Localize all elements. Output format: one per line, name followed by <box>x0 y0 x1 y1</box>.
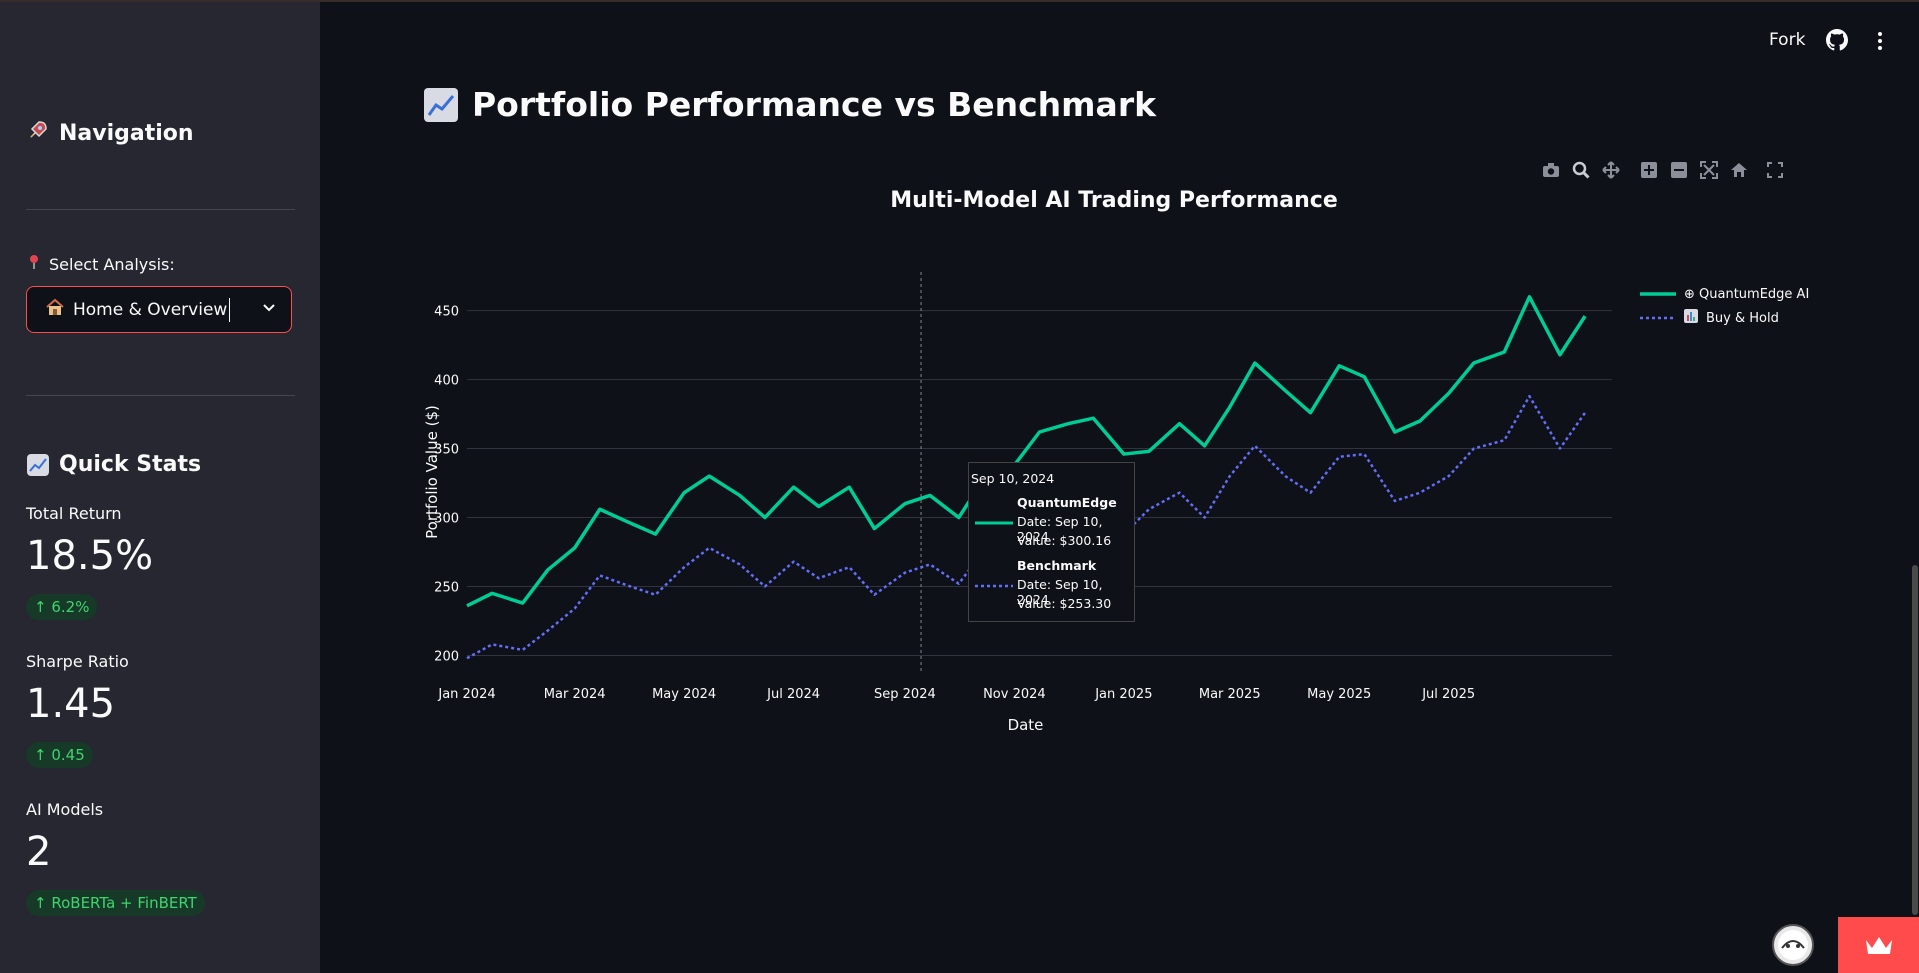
analysis-select[interactable]: Home & Overview <box>26 286 292 333</box>
metric-delta: 0.45 <box>51 746 85 764</box>
y-axis-label: Portfolio Value ($) <box>423 405 441 539</box>
quick-stats-heading: Quick Stats <box>27 452 201 477</box>
tooltip-value-line: Value: $300.16 <box>1017 533 1112 548</box>
x-tick-label: May 2025 <box>1307 687 1371 702</box>
streamlit-crown-icon[interactable] <box>1838 917 1919 973</box>
house-icon <box>45 298 65 321</box>
y-tick-label: 350 <box>434 443 459 458</box>
metric-label: AI Models <box>26 800 104 819</box>
tooltip-date-line: Date: Sep 10, 2024 <box>1017 514 1103 544</box>
metric-label: Sharpe Ratio <box>26 652 129 671</box>
legend-label: Buy & Hold <box>1706 310 1779 326</box>
y-tick-label: 250 <box>434 580 459 595</box>
fullscreen-icon[interactable] <box>1760 157 1790 183</box>
tooltip-series-name: Benchmark <box>1017 558 1097 573</box>
zoom-out-icon[interactable] <box>1664 157 1694 183</box>
pin-icon <box>27 254 41 274</box>
metric-value: 18.5% <box>26 533 154 579</box>
fork-button[interactable]: Fork <box>1769 30 1806 50</box>
x-tick-label: Mar 2024 <box>544 687 606 702</box>
pan-icon[interactable] <box>1596 157 1626 183</box>
chart-legend: ⊕ QuantumEdge AI Buy & Hold <box>1640 282 1809 330</box>
chart-up-icon <box>27 453 49 476</box>
metric-value: 1.45 <box>26 681 116 727</box>
autoscale-icon[interactable] <box>1694 157 1724 183</box>
arrow-up-icon: ↑ <box>34 598 47 616</box>
window-top-border <box>0 0 1919 2</box>
arrow-up-icon: ↑ <box>34 746 47 764</box>
select-analysis-label: Select Analysis: <box>27 254 175 274</box>
y-tick-label: 200 <box>434 649 459 664</box>
x-tick-label: May 2024 <box>652 687 716 702</box>
analysis-select-value: Home & Overview <box>73 299 228 320</box>
x-axis-label: Date <box>1008 716 1044 734</box>
sidebar-divider <box>26 209 295 210</box>
x-tick-label: Sep 2024 <box>874 687 936 702</box>
chart-title: Multi-Model AI Trading Performance <box>890 188 1338 213</box>
x-tick-label: Jul 2025 <box>1421 687 1475 702</box>
chevron-down-icon[interactable] <box>261 299 277 320</box>
metric-label: Total Return <box>26 504 122 523</box>
metric-value: 2 <box>26 829 52 875</box>
sidebar-divider <box>26 395 295 396</box>
metric-delta-badge: ↑ RoBERTa + FinBERT <box>26 890 205 916</box>
metric-delta: RoBERTa + FinBERT <box>51 894 197 912</box>
x-tick-label: Nov 2024 <box>983 687 1046 702</box>
reset-axes-icon[interactable] <box>1724 157 1754 183</box>
legend-item[interactable]: ⊕ QuantumEdge AI <box>1640 282 1809 306</box>
github-icon[interactable] <box>1826 29 1848 55</box>
tooltip-value-line: Value: $253.30 <box>1017 596 1112 611</box>
quick-stats-title: Quick Stats <box>59 452 202 477</box>
more-vertical-icon[interactable] <box>1874 30 1886 56</box>
y-tick-label: 300 <box>434 512 459 527</box>
hover-tooltip: Sep 10, 2024 QuantumEdge Date: Sep 10, 2… <box>968 462 1135 622</box>
select-analysis-text: Select Analysis: <box>49 254 175 274</box>
tooltip-date: Sep 10, 2024 <box>971 471 1055 486</box>
chart-modebar <box>1536 157 1790 183</box>
navigation-title: Navigation <box>59 120 194 146</box>
arrow-up-icon: ↑ <box>34 894 47 912</box>
page-scrollbar[interactable] <box>1912 565 1918 915</box>
avatar[interactable] <box>1772 924 1814 966</box>
x-tick-label: Jan 2025 <box>1094 687 1152 702</box>
navigation-heading: Navigation <box>27 119 194 147</box>
y-tick-label: 400 <box>434 374 459 389</box>
legend-item[interactable]: Buy & Hold <box>1640 306 1809 330</box>
x-tick-label: Mar 2025 <box>1199 687 1261 702</box>
camera-icon[interactable] <box>1536 157 1566 183</box>
page-title-text: Portfolio Performance vs Benchmark <box>472 85 1157 124</box>
zoom-in-icon[interactable] <box>1634 157 1664 183</box>
zoom-icon[interactable] <box>1566 157 1596 183</box>
rocket-icon <box>27 119 49 147</box>
chart-up-icon <box>424 87 458 122</box>
sidebar: Navigation Select Analysis: Home & Overv… <box>0 2 320 973</box>
tooltip-date-line: Date: Sep 10, 2024 <box>1017 577 1103 607</box>
x-tick-label: Jan 2024 <box>437 687 495 702</box>
metric-delta-badge: ↑ 6.2% <box>26 594 98 620</box>
metric-delta: 6.2% <box>51 598 90 616</box>
bar-chart-emoji-icon <box>1684 309 1698 327</box>
series-line <box>466 295 1587 608</box>
legend-label: ⊕ QuantumEdge AI <box>1684 286 1810 302</box>
x-tick-label: Jul 2024 <box>766 687 820 702</box>
page-title: Portfolio Performance vs Benchmark <box>424 85 1156 124</box>
y-tick-label: 450 <box>434 305 459 320</box>
text-cursor <box>229 297 231 322</box>
metric-delta-badge: ↑ 0.45 <box>26 742 93 768</box>
tooltip-series-name: QuantumEdge <box>1017 495 1117 510</box>
